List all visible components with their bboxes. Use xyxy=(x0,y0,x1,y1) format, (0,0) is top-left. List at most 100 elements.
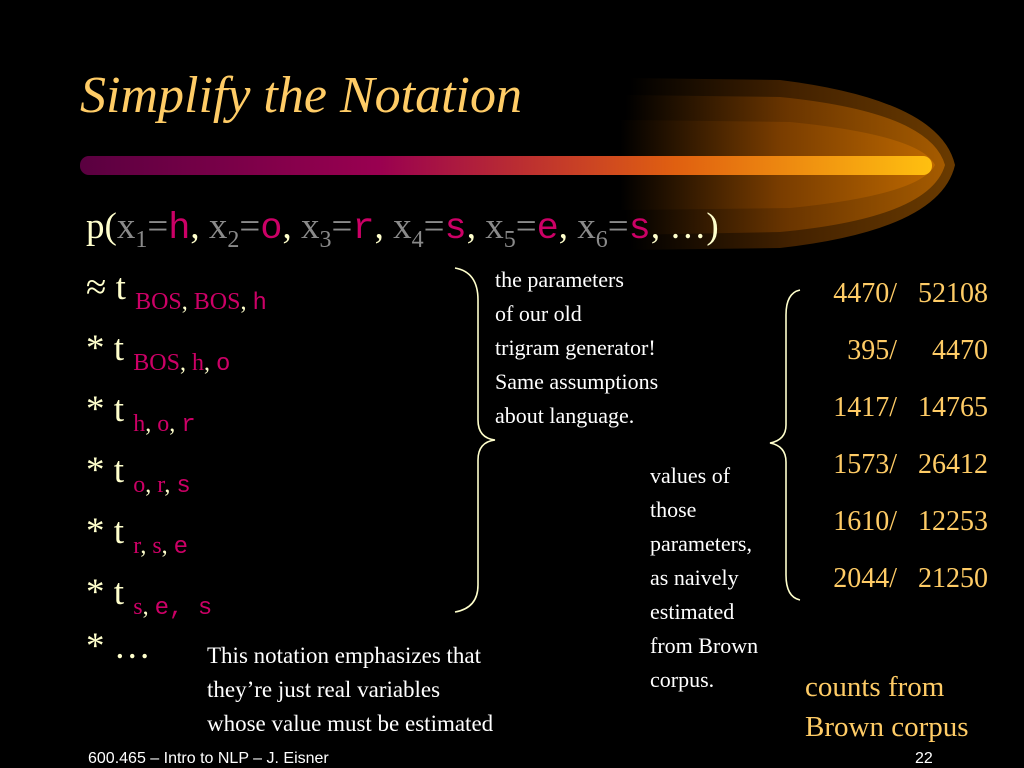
count-ratio: 1610/12253 xyxy=(788,493,988,550)
note-line: the parameters xyxy=(495,267,624,292)
variable-index: 3 xyxy=(319,227,332,253)
factor-operator: * xyxy=(86,572,105,613)
factor-operator: * xyxy=(86,450,105,491)
context-symbol: r xyxy=(157,472,165,498)
parameter-symbol: t xyxy=(113,328,125,369)
parameter-subscript: o, r, s xyxy=(133,472,191,500)
predicted-symbol: e xyxy=(173,534,189,561)
variable: x xyxy=(577,206,596,247)
trigram-factor: ≈ t BOS, BOS, h xyxy=(86,267,267,318)
variable-index: 6 xyxy=(595,227,608,253)
context-symbol: r xyxy=(133,533,141,559)
note-parameters: the parameters of our old trigram generato… xyxy=(495,263,658,433)
context-symbol: s xyxy=(133,594,143,620)
trigram-factor: * t BOS, h, o xyxy=(86,328,231,379)
factor-operator: * xyxy=(86,389,105,430)
variable: x xyxy=(301,206,320,247)
predicted-symbol: r xyxy=(181,412,196,439)
context-symbol: h xyxy=(191,350,204,376)
formula-terms: x1=h, x2=o, x3=r, x4=s, x5=e, x6=s xyxy=(116,206,651,254)
factor-operator: * xyxy=(86,511,105,552)
note-line: they’re just real variables xyxy=(207,677,441,702)
count-numerator: 4470/ xyxy=(833,278,897,309)
variable: x xyxy=(116,206,136,247)
note-line: from Brown xyxy=(650,633,759,658)
factor-operator: ≈ xyxy=(86,267,107,308)
variable-value: r xyxy=(352,208,375,250)
factor-operator: * xyxy=(86,328,105,369)
trigram-factor: * t o, r, s xyxy=(86,450,191,501)
equals-sign: = xyxy=(515,206,537,247)
page-number: 22 xyxy=(915,750,933,767)
parameter-subscript: r, s, e xyxy=(133,533,189,561)
count-numerator: 2044/ xyxy=(833,563,897,594)
joint-probability-formula: p(x1=h, x2=o, x3=r, x4=s, x5=e, x6=s, …) xyxy=(86,206,719,254)
brace-counts xyxy=(769,289,801,601)
predicted-symbol: e, s xyxy=(154,595,213,622)
predicted-symbol: o xyxy=(215,351,231,378)
count-numerator: 395/ xyxy=(847,335,897,366)
trigram-factor: * t s, e, s xyxy=(86,572,213,623)
note-notation: This notation emphasizes that they’re jus… xyxy=(207,639,493,741)
counts-label: counts from Brown corpus xyxy=(805,671,969,743)
note-line: parameters, xyxy=(650,531,752,556)
predicted-symbol: s xyxy=(176,473,191,500)
note-values: values of those parameters, as naively estim… xyxy=(650,459,758,697)
trigram-factor: * t h, o, r xyxy=(86,389,196,440)
count-denominator: 26412 xyxy=(918,449,988,480)
formula-open: p( xyxy=(86,206,117,247)
variable-value: s xyxy=(444,208,467,250)
context-symbol: h xyxy=(133,411,146,437)
count-denominator: 14765 xyxy=(918,392,988,423)
context-symbol: BOS xyxy=(193,289,241,315)
variable-index: 5 xyxy=(503,227,516,253)
context-symbol: o xyxy=(133,472,146,498)
note-line: about language. xyxy=(495,403,635,428)
count-ratio: 4470/52108 xyxy=(788,265,988,322)
parameter-subscript: s, e, s xyxy=(133,594,213,622)
equals-sign: = xyxy=(331,206,353,247)
note-line: estimated xyxy=(650,599,735,624)
variable-value: s xyxy=(628,208,651,250)
count-ratio: 2044/21250 xyxy=(788,550,988,607)
note-line: of our old xyxy=(495,301,582,326)
variable-index: 2 xyxy=(227,227,240,253)
equals-sign: = xyxy=(423,206,445,247)
context-symbol: BOS xyxy=(133,350,180,376)
slide-title: Simplify the Notation xyxy=(80,67,522,124)
count-numerator: 1573/ xyxy=(833,449,897,480)
count-ratio: 395/4470 xyxy=(788,322,988,379)
note-line: values of xyxy=(650,463,731,488)
context-symbol: BOS xyxy=(135,289,182,315)
count-denominator: 4470 xyxy=(932,335,988,366)
note-line: those xyxy=(650,497,697,522)
parameter-symbol: t xyxy=(113,511,125,552)
variable: x xyxy=(485,206,504,247)
note-line: whose value must be estimated xyxy=(207,711,494,736)
count-denominator: 52108 xyxy=(918,278,988,309)
variable-index: 4 xyxy=(411,227,424,253)
equals-sign: = xyxy=(239,206,261,247)
trigram-factor: * t r, s, e xyxy=(86,511,189,562)
count-ratio: 1573/26412 xyxy=(788,436,988,493)
note-line: Same assumptions xyxy=(495,369,659,394)
variable-value: o xyxy=(260,208,283,250)
parameter-subscript: BOS, h, o xyxy=(133,350,231,378)
parameter-symbol: t xyxy=(113,389,125,430)
footer: 600.465 – Intro to NLP – J. Eisner xyxy=(88,750,329,767)
count-ratio: 1417/14765 xyxy=(788,379,988,436)
parameter-symbol: t xyxy=(113,572,125,613)
count-numerator: 1610/ xyxy=(833,506,897,537)
ellipsis-line: * … xyxy=(86,626,151,667)
count-denominator: 21250 xyxy=(918,563,988,594)
predicted-symbol: h xyxy=(252,290,267,317)
variable-value: h xyxy=(168,208,191,250)
variable: x xyxy=(393,206,412,247)
parameter-subscript: h, o, r xyxy=(133,411,196,439)
note-line: trigram generator! xyxy=(495,335,656,360)
variable-index: 1 xyxy=(135,227,148,253)
counts-list: 4470/52108 395/4470 1417/14765 1573/26412 16… xyxy=(788,265,988,607)
parameter-symbol: t xyxy=(113,450,125,491)
brace-parameters xyxy=(454,267,496,613)
